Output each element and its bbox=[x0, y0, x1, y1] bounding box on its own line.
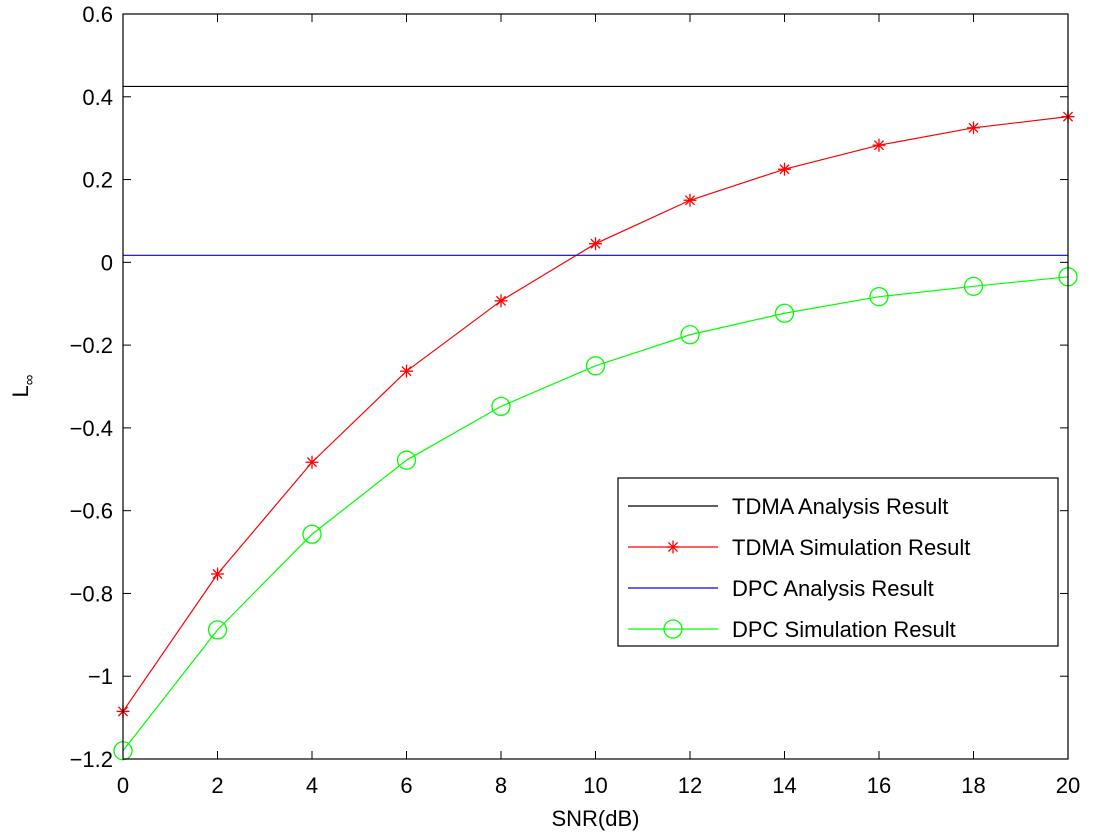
y-tick-label: −0.8 bbox=[70, 581, 113, 606]
y-tick-label: 0 bbox=[101, 250, 113, 275]
series-2-point bbox=[494, 294, 508, 308]
y-tick-label: 0.6 bbox=[82, 2, 113, 27]
legend-label-4: DPC Simulation Result bbox=[732, 617, 956, 642]
series-4-point bbox=[585, 356, 606, 376]
x-tick-label: 8 bbox=[495, 773, 507, 798]
x-tick-label: 16 bbox=[867, 773, 891, 798]
series-4-point bbox=[774, 303, 795, 323]
series-4-point bbox=[396, 450, 417, 470]
x-tick-label: 10 bbox=[583, 773, 607, 798]
y-axis-label-group: L∞ bbox=[8, 374, 38, 397]
legend: TDMA Analysis Result TDMA Simulation Resu… bbox=[617, 477, 1059, 647]
series-2-point-stroke bbox=[590, 238, 601, 249]
x-tick-label: 20 bbox=[1056, 773, 1080, 798]
series-2-point bbox=[778, 162, 791, 176]
legend-label-2: TDMA Simulation Result bbox=[732, 535, 970, 560]
series-2-point-stroke bbox=[401, 366, 412, 377]
plot-layer bbox=[113, 85, 1078, 761]
series-2-point bbox=[872, 138, 886, 152]
y-tick-label: −1.2 bbox=[70, 747, 113, 772]
series-2-point bbox=[400, 364, 413, 378]
y-tick-label: −1 bbox=[88, 664, 113, 689]
series-2-point-stroke bbox=[684, 195, 696, 206]
series-2-point-stroke bbox=[306, 457, 318, 468]
legend-entries: TDMA Analysis Result TDMA Simulation Resu… bbox=[628, 494, 970, 642]
series-2-point bbox=[589, 237, 602, 251]
y-axis-label-subscript: ∞ bbox=[21, 374, 38, 385]
x-tick-label: 0 bbox=[117, 773, 129, 798]
x-tick-label: 2 bbox=[211, 773, 223, 798]
series-2-point-stroke bbox=[495, 295, 507, 306]
x-tick-label: 18 bbox=[961, 773, 985, 798]
y-tick-label: −0.2 bbox=[70, 333, 113, 358]
series-4-point bbox=[680, 325, 700, 345]
y-tick-label: 0.2 bbox=[82, 168, 113, 193]
tick-layer: 0 2 4 6 8 10 12 14 16 18 20 −1.2 −1 −0.8 −0.6 −0.4 −0.2 0… bbox=[70, 2, 1081, 798]
series-line-4 bbox=[122, 276, 1069, 752]
series-2-point-stroke bbox=[779, 164, 790, 175]
x-tick-label: 14 bbox=[772, 773, 796, 798]
legend-marker-4 bbox=[663, 619, 683, 639]
y-tick-label: 0.4 bbox=[82, 85, 113, 110]
legend-marker-2-stroke bbox=[667, 541, 679, 553]
series-4-point bbox=[302, 524, 322, 544]
series-2-point-stroke bbox=[873, 140, 885, 151]
series-2-point bbox=[967, 121, 980, 135]
series-2-point bbox=[211, 567, 224, 581]
series-2-point-stroke bbox=[968, 122, 979, 133]
series-4-point bbox=[491, 396, 511, 417]
series-4-point bbox=[207, 620, 228, 640]
y-tick-label: −0.4 bbox=[70, 416, 113, 441]
series-2-point bbox=[683, 193, 697, 207]
y-axis-label-main: L bbox=[8, 385, 33, 397]
x-tick-label: 4 bbox=[306, 773, 318, 798]
x-axis-label: SNR(dB) bbox=[551, 806, 639, 831]
series-2-point-stroke bbox=[212, 568, 223, 580]
series-2-point bbox=[305, 455, 319, 469]
y-axis-label: L∞ bbox=[8, 374, 38, 397]
x-tick-label: 12 bbox=[678, 773, 702, 798]
legend-marker-2 bbox=[666, 540, 680, 554]
legend-label-1: TDMA Analysis Result bbox=[732, 494, 948, 519]
x-tick-label: 6 bbox=[400, 773, 412, 798]
legend-label-3: DPC Analysis Result bbox=[732, 576, 934, 601]
series-4-point bbox=[869, 287, 889, 307]
series-4-point bbox=[963, 276, 984, 296]
y-tick-label: −0.6 bbox=[70, 499, 113, 524]
